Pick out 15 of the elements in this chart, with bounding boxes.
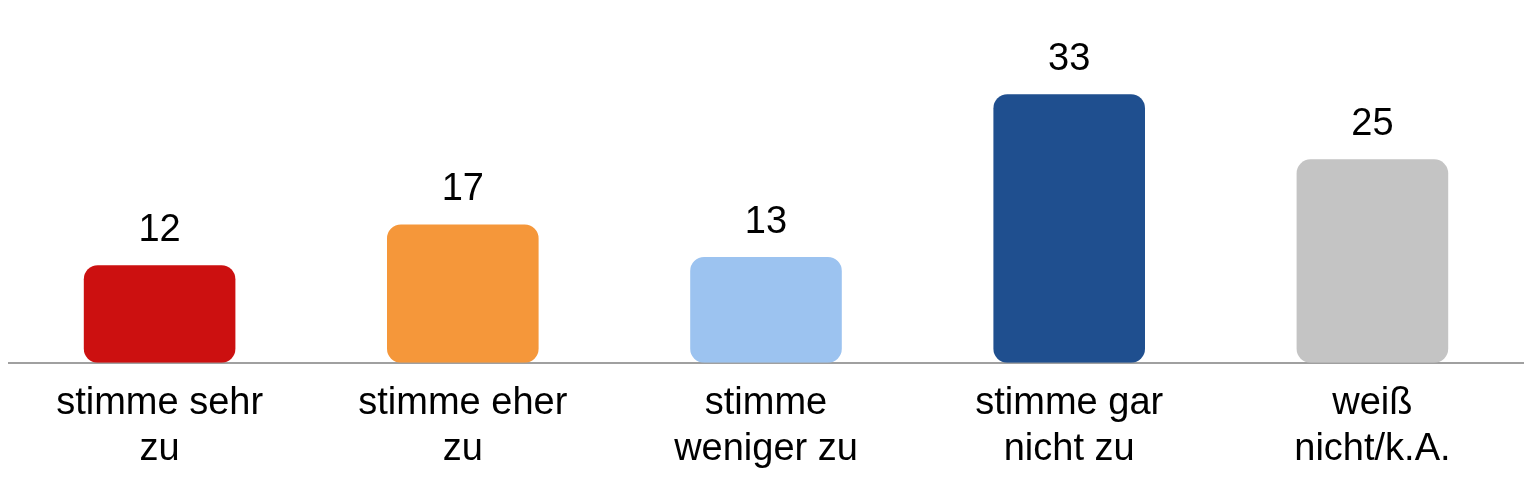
data-label: 17 [441,165,484,208]
bar [387,224,539,363]
data-label: 25 [1351,100,1394,143]
x-tick-label: stimme sehr zu [56,380,264,468]
bar [690,257,842,363]
data-label: 13 [744,198,788,241]
bar [993,94,1145,363]
data-label: 12 [138,206,181,249]
bar [83,265,236,363]
x-tick-label: stimme gar nicht zu [975,380,1164,468]
data-label: 33 [1048,35,1091,78]
x-tick-label: stimme weniger zu [673,380,858,468]
x-tick-label: weiß nicht/k.A. [1294,380,1451,468]
bar [1296,159,1449,363]
x-tick-label: stimme eher zu [358,380,568,468]
